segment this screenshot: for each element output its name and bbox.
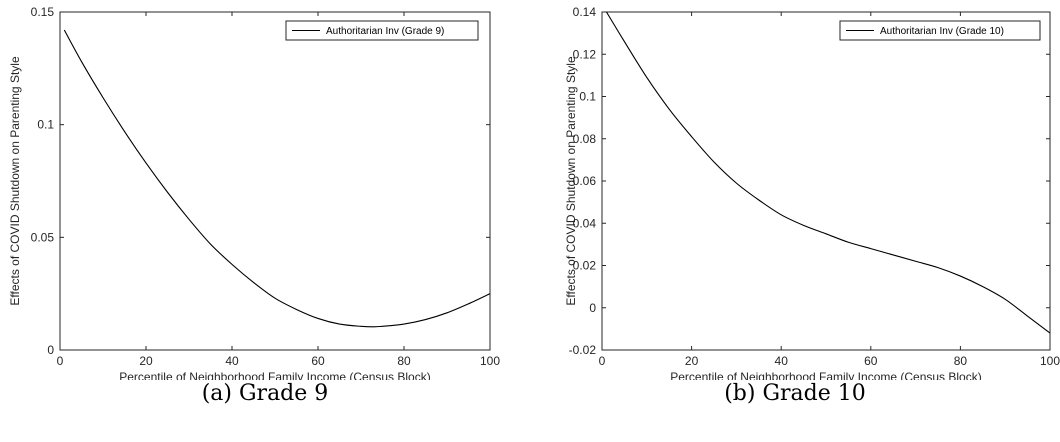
y-tick-label: -0.02 [569,343,597,357]
x-tick-label: 100 [1040,354,1060,368]
chart-grade-9: 0 20 40 60 80 100 0 0.05 0.1 0.15 Percentile of Ne… [8,5,500,380]
y-tick-label: 0.14 [573,5,597,19]
x-tick-label: 40 [225,354,239,368]
plot-frame [601,11,1051,351]
x-tick-label: 80 [397,354,411,368]
legend-label: Authoritarian Inv (Grade 9) [326,26,444,37]
series-line [63,29,491,328]
x-tick-label: 100 [480,354,500,368]
legend-label: Authoritarian Inv (Grade 10) [880,26,1004,37]
caption-grade-10: (b) Grade 10 [724,381,866,406]
chart-grade-10: 0 20 40 60 80 100-0.0200.020.040.060.080.10.1… [564,5,1060,380]
x-axis-label: Percentile of Neighborhood Family Income… [670,370,981,380]
x-tick-label: 40 [775,354,789,368]
y-tick-label: 0.04 [573,216,597,230]
y-tick-label: 0 [47,343,54,357]
chart-panel-grade-9: 0 20 40 60 80 100 0 0.05 0.1 0.15 Percentile of Ne… [8,5,500,406]
legend-box [285,20,479,41]
y-tick-label: 0.05 [31,230,55,244]
y-tick-label: 0.1 [579,90,596,104]
y-tick-label: 0.02 [573,259,597,273]
y-axis-label: Effects of COVID Shutdown on Parenting S… [564,56,578,306]
chart-panel-grade-10: 0 20 40 60 80 100 -0.02 0 0.02 0.04 0.06 0.08 0.1 0.1… [530,0,1060,442]
x-tick-label: 20 [685,354,699,368]
x-tick-label: 20 [139,354,153,368]
x-tick-label: 0 [599,354,606,368]
y-tick-label: 0.08 [573,132,597,146]
x-tick-label: 80 [954,354,968,368]
x-tick-label: 0 [57,354,64,368]
y-tick-label: 0.1 [37,118,54,132]
plot-frame [59,11,491,351]
y-axis-label: Effects of COVID Shutdown on Parenting S… [8,56,22,306]
caption-grade-9: (a) Grade 9 [201,381,329,406]
y-tick-label: 0 [589,301,596,315]
y-tick-label: 0.12 [573,47,597,61]
series-line [606,11,1051,334]
x-axis-label: Percentile of Neighborhood Family Income… [119,370,430,380]
legend-box [839,20,1041,41]
y-tick-label: 0.06 [573,174,597,188]
x-tick-label: 60 [864,354,878,368]
x-tick-label: 60 [311,354,325,368]
y-tick-label: 0.15 [31,5,55,19]
